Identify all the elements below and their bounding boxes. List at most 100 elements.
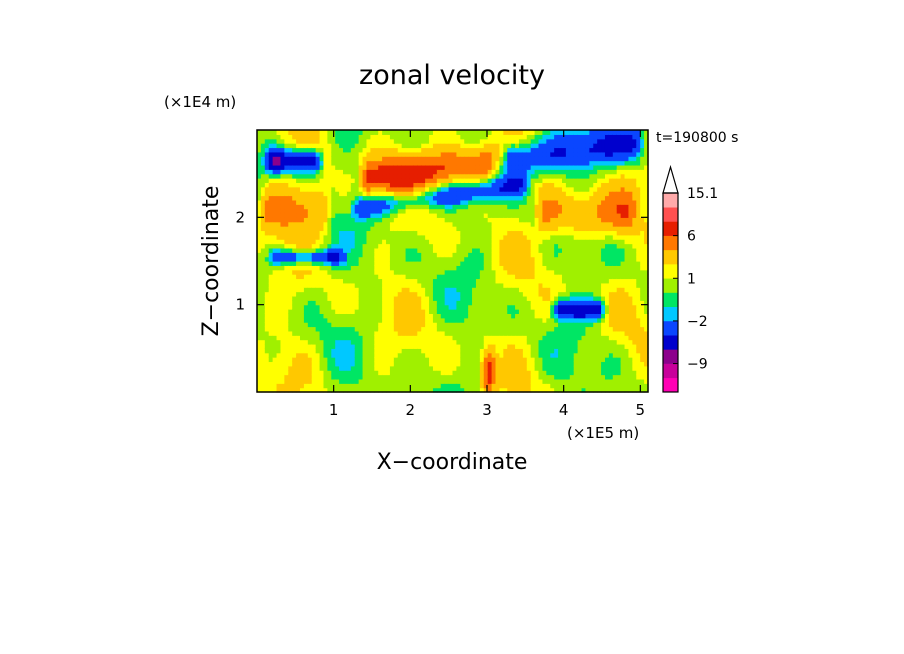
heatmap-cell <box>260 239 266 245</box>
heatmap-cell <box>331 300 336 306</box>
heatmap-cell <box>432 339 438 345</box>
heatmap-cell <box>558 156 563 162</box>
heatmap-cell <box>362 361 368 367</box>
heatmap-cell <box>296 191 301 197</box>
heatmap-cell <box>260 269 266 275</box>
heatmap-cell <box>339 300 344 306</box>
heatmap-cell <box>315 247 321 253</box>
heatmap-cell <box>370 374 375 380</box>
heatmap-cell <box>444 282 450 288</box>
heatmap-cell <box>268 195 274 201</box>
heatmap-cell <box>577 295 583 301</box>
heatmap-cell <box>257 352 262 358</box>
heatmap-cell <box>264 378 270 384</box>
heatmap-cell <box>436 291 442 297</box>
heatmap-cell <box>444 182 450 188</box>
heatmap-cell <box>554 370 559 376</box>
heatmap-cell <box>558 195 563 201</box>
heatmap-cell <box>526 295 532 301</box>
heatmap-cell <box>436 335 442 341</box>
heatmap-cell <box>335 330 340 336</box>
heatmap-cell <box>296 339 301 345</box>
heatmap-cell <box>284 309 289 314</box>
heatmap-cell <box>401 212 407 218</box>
heatmap-cell <box>432 186 438 192</box>
heatmap-cell <box>530 322 536 328</box>
heatmap-cell <box>499 348 504 354</box>
heatmap-cell <box>393 212 399 218</box>
heatmap-cell <box>264 256 270 262</box>
heatmap-cell <box>507 265 512 271</box>
heatmap-cell <box>288 278 293 284</box>
heatmap-cell <box>499 335 504 341</box>
heatmap-cell <box>522 383 528 389</box>
heatmap-cell <box>522 138 528 144</box>
heatmap-cell <box>374 370 379 376</box>
heatmap-cell <box>432 143 438 149</box>
heatmap-cell <box>440 339 446 345</box>
heatmap-cell <box>276 322 282 328</box>
heatmap-cell <box>280 169 285 175</box>
heatmap-cell <box>327 304 332 310</box>
heatmap-cell <box>507 147 512 153</box>
heatmap-cell <box>257 151 262 157</box>
heatmap-cell <box>386 265 391 271</box>
heatmap-cell <box>530 261 536 266</box>
heatmap-cell <box>436 265 442 271</box>
heatmap-cell <box>386 326 391 332</box>
heatmap-cell <box>538 304 544 310</box>
heatmap-cell <box>460 361 465 367</box>
heatmap-cell <box>311 191 317 197</box>
heatmap-cell <box>495 261 501 266</box>
heatmap-cell <box>495 230 501 236</box>
heatmap-cell <box>495 335 501 341</box>
heatmap-cell <box>280 278 285 284</box>
heatmap-cell <box>452 243 458 249</box>
heatmap-cell <box>499 243 504 249</box>
heatmap-cell <box>343 239 348 245</box>
heatmap-cell <box>460 269 465 275</box>
heatmap-cell <box>440 387 446 393</box>
heatmap-cell <box>515 339 520 345</box>
heatmap-cell <box>558 134 563 140</box>
heatmap-cell <box>257 300 262 306</box>
heatmap-cell <box>479 230 485 236</box>
heatmap-cell <box>268 173 274 179</box>
heatmap-cell <box>354 256 360 262</box>
heatmap-cell <box>550 130 555 135</box>
heatmap-cell <box>386 335 391 341</box>
heatmap-cell <box>354 300 360 306</box>
heatmap-cell <box>460 143 465 149</box>
heatmap-cell <box>511 212 516 218</box>
heatmap-cell <box>550 252 555 258</box>
heatmap-cell <box>534 343 540 349</box>
heatmap-cell <box>409 256 414 262</box>
heatmap-cell <box>280 204 285 210</box>
heatmap-cell <box>542 221 547 227</box>
heatmap-cell <box>483 256 489 262</box>
heatmap-cell <box>456 343 461 349</box>
heatmap-cell <box>522 195 528 201</box>
heatmap-cell <box>366 304 371 310</box>
heatmap-cell <box>507 309 512 314</box>
heatmap-cell <box>518 317 524 323</box>
heatmap-cell <box>323 212 328 218</box>
heatmap-cell <box>268 221 274 227</box>
heatmap-cell <box>370 147 375 153</box>
heatmap-cell <box>511 357 516 363</box>
heatmap-cell <box>565 169 571 175</box>
heatmap-cell <box>370 387 375 393</box>
heatmap-cell <box>436 370 442 376</box>
heatmap-cell <box>311 212 317 218</box>
heatmap-cell <box>507 156 512 162</box>
heatmap-cell <box>331 164 336 170</box>
heatmap-cell <box>472 322 477 328</box>
heatmap-cell <box>468 199 473 205</box>
heatmap-cell <box>558 160 563 166</box>
heatmap-cell <box>280 230 285 236</box>
heatmap-cell <box>405 322 411 328</box>
heatmap-cell <box>276 243 282 249</box>
heatmap-cell <box>272 147 278 153</box>
heatmap-cell <box>444 156 450 162</box>
heatmap-cell <box>499 326 504 332</box>
